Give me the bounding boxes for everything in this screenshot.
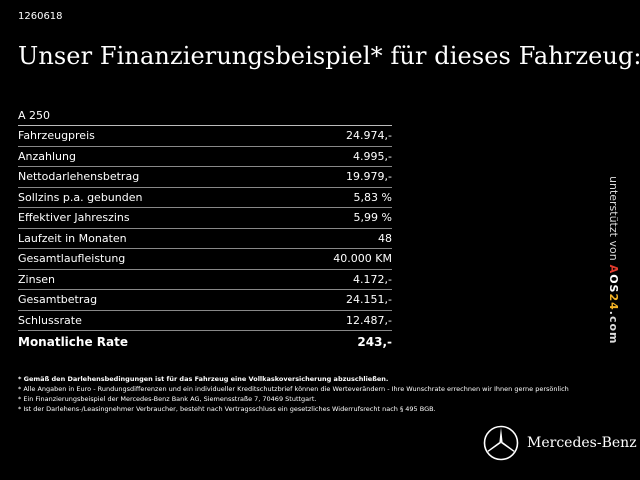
table-row: Gesamtbetrag 24.151,- <box>18 290 392 311</box>
row-value: 24.151,- <box>346 293 392 307</box>
row-label: Nettodarlehensbetrag <box>18 170 140 184</box>
table-row: Nettodarlehensbetrag 19.979,- <box>18 167 392 188</box>
row-value: 19.979,- <box>346 170 392 184</box>
footnote: * Ein Finanzierungsbeispiel der Mercedes… <box>18 395 317 403</box>
table-row: Fahrzeugpreis 24.974,- <box>18 126 392 147</box>
vehicle-code: 1260618 <box>18 11 63 22</box>
table-row: Effektiver Jahreszins 5,99 % <box>18 208 392 229</box>
row-value: 5,83 % <box>353 190 392 204</box>
table-row: Sollzins p.a. gebunden 5,83 % <box>18 188 392 208</box>
row-value: 12.487,- <box>346 313 392 327</box>
row-value: 48 <box>378 231 392 245</box>
finance-table: A 250 Fahrzeugpreis 24.974,- Anzahlung 4.99… <box>18 107 392 353</box>
row-label: Zinsen <box>18 272 56 286</box>
row-label: Effektiver Jahreszins <box>18 211 130 225</box>
row-label: Gesamtlaufleistung <box>18 252 126 266</box>
monthly-rate-row: Monatliche Rate 243,- <box>18 331 392 353</box>
row-label: Sollzins p.a. gebunden <box>18 190 143 204</box>
row-label: Laufzeit in Monaten <box>18 231 127 245</box>
model-name: A 250 <box>18 107 392 126</box>
row-label: Monatliche Rate <box>18 335 128 349</box>
footnote: * Gemäß den Darlehensbedingungen ist für… <box>18 375 389 383</box>
footnote: * Ist der Darlehens-/Leasingnehmer Verbr… <box>18 405 436 413</box>
table-row: Schlussrate 12.487,- <box>18 311 392 331</box>
row-value: 40.000 KM <box>333 252 392 266</box>
sponsor-logo: AOS24.com <box>607 264 621 345</box>
row-value: 4.172,- <box>353 272 392 286</box>
row-value: 24.974,- <box>346 129 392 143</box>
footnotes: * Gemäß den Darlehensbedingungen ist für… <box>18 374 618 414</box>
footnote: * Alle Angaben in Euro - Rundungsdiffere… <box>18 385 569 393</box>
page-title: Unser Finanzierungsbeispiel* für dieses … <box>18 42 640 70</box>
table-row: Laufzeit in Monaten 48 <box>18 229 392 249</box>
sponsor-prefix: unterstützt von <box>607 176 621 261</box>
row-value: 4.995,- <box>353 149 392 163</box>
table-row: Anzahlung 4.995,- <box>18 147 392 167</box>
row-label: Fahrzeugpreis <box>18 129 95 143</box>
row-label: Schlussrate <box>18 313 82 327</box>
sponsor-badge: unterstützt von AOS24.com <box>598 176 638 356</box>
row-value: 5,99 % <box>353 211 392 225</box>
mercedes-star-icon <box>483 425 519 461</box>
table-row: Zinsen 4.172,- <box>18 270 392 290</box>
mercedes-benz-logo: Mercedes-Benz <box>483 425 637 461</box>
row-label: Anzahlung <box>18 149 76 163</box>
row-label: Gesamtbetrag <box>18 293 98 307</box>
brand-name: Mercedes-Benz <box>527 435 637 451</box>
row-value: 243,- <box>357 335 392 349</box>
table-row: Gesamtlaufleistung 40.000 KM <box>18 249 392 270</box>
